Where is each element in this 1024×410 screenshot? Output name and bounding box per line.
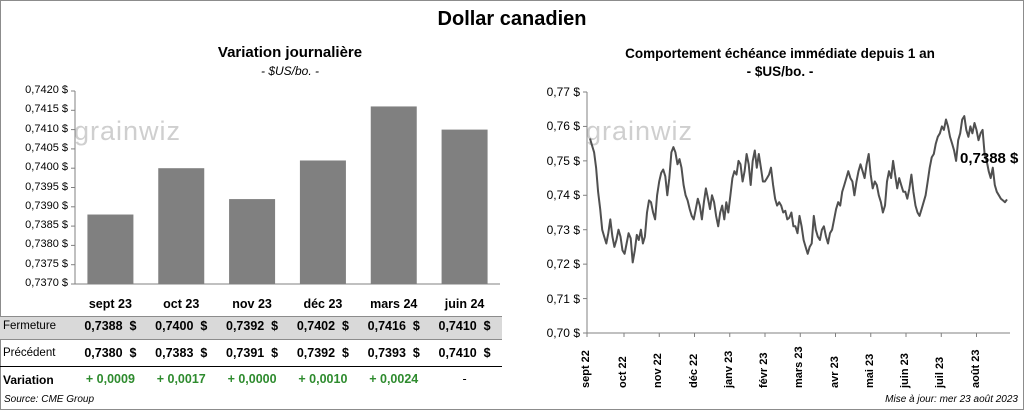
source-note: Source: CME Group	[4, 394, 95, 405]
x-category-label: juin 24	[444, 297, 485, 311]
table-row-label: Précédent	[3, 347, 56, 359]
bar	[299, 160, 346, 284]
table-cell: 0,7388 $	[84, 319, 137, 333]
right-x-tick-label: nov 22	[652, 353, 665, 388]
right-chart-title: Comportement échéance immédiate depuis 1…	[625, 46, 935, 61]
main-title: Dollar canadien	[437, 8, 587, 30]
left-y-tick-label: 0,7420 $	[25, 84, 68, 96]
table-cell: 0,7392 $	[226, 319, 279, 333]
right-y-tick-label: 0,76 $	[546, 119, 580, 134]
table-cell: -	[462, 372, 467, 386]
x-category-label: mars 24	[370, 297, 418, 311]
right-chart-unit: - $US/bo. -	[746, 64, 814, 79]
left-y-tick-label: 0,7405 $	[25, 141, 68, 154]
right-y-tick-label: 0,77 $	[546, 85, 580, 99]
right-watermark: grainwiz	[586, 116, 694, 146]
x-category-label: déc 23	[303, 297, 343, 311]
last-value-label: 0,7388 $	[960, 150, 1019, 167]
right-x-tick-label: avr 23	[828, 356, 841, 388]
x-category-label: sept 23	[88, 297, 132, 311]
left-chart-title: Variation journalière	[217, 44, 363, 61]
table-cell: 0,7393 $	[367, 346, 420, 360]
table-cell: + 0,0010	[298, 372, 348, 386]
right-x-tick-label: oct 22	[617, 356, 629, 388]
bar	[158, 168, 205, 284]
left-y-tick-label: 0,7375 $	[25, 257, 68, 270]
left-y-tick-label: 0,7370 $	[25, 277, 68, 289]
right-y-tick-label: 0,70 $	[546, 326, 580, 340]
table-cell: + 0,0000	[227, 372, 277, 386]
update-note: Mise à jour: mer 23 août 2023	[885, 394, 1018, 405]
right-x-tick-label: janv 23	[722, 350, 735, 388]
price-line	[589, 115, 1008, 264]
bar	[441, 129, 488, 284]
right-y-tick-label: 0,74 $	[546, 188, 580, 203]
table-cell: + 0,0009	[85, 372, 135, 386]
right-y-tick-label: 0,75 $	[546, 153, 580, 168]
closing-row-bg	[0, 316, 502, 340]
right-y-tick-label: 0,73 $	[546, 222, 580, 237]
table-separator	[0, 366, 502, 367]
bar	[229, 199, 276, 284]
left-y-tick-label: 0,7400 $	[25, 161, 68, 174]
left-y-tick-label: 0,7390 $	[25, 199, 68, 212]
table-cell: 0,7416 $	[367, 319, 420, 333]
left-y-tick-label: 0,7410 $	[25, 122, 68, 135]
table-cell: 0,7391 $	[226, 346, 279, 360]
right-x-tick-label: févr 23	[758, 352, 770, 388]
left-y-tick-label: 0,7380 $	[25, 238, 68, 251]
x-category-label: oct 23	[163, 297, 200, 311]
table-cell: 0,7392 $	[296, 346, 349, 360]
right-y-tick-label: 0,71 $	[546, 291, 580, 306]
table-cell: 0,7402 $	[296, 319, 349, 333]
x-category-label: nov 23	[232, 297, 272, 311]
bar	[370, 106, 417, 284]
right-x-tick-label: juil 23	[934, 356, 947, 388]
left-y-tick-label: 0,7385 $	[25, 219, 68, 232]
bar	[87, 214, 134, 284]
right-x-tick-label: déc 22	[687, 353, 700, 388]
table-row-label: Fermeture	[3, 320, 57, 332]
left-watermark: grainwiz	[74, 116, 182, 146]
left-y-tick-label: 0,7395 $	[25, 180, 68, 193]
table-cell: 0,7383 $	[155, 346, 208, 360]
table-row-label: Variation	[3, 373, 54, 387]
right-y-tick-label: 0,72 $	[546, 257, 580, 272]
table-cell: + 0,0024	[369, 372, 419, 386]
table-cell: 0,7380 $	[84, 346, 137, 360]
right-x-tick-label: mars 23	[793, 346, 806, 388]
right-x-tick-label: mai 23	[863, 353, 876, 388]
table-cell: + 0,0017	[156, 372, 206, 386]
left-chart-unit: - $US/bo. -	[260, 64, 320, 78]
right-x-tick-label: sept 22	[580, 350, 592, 388]
table-cell: 0,7410 $	[438, 346, 491, 360]
right-x-tick-label: juin 23	[899, 353, 911, 388]
left-y-tick-label: 0,7415 $	[25, 103, 68, 116]
table-cell: 0,7410 $	[438, 319, 491, 333]
table-cell: 0,7400 $	[155, 319, 208, 333]
right-x-tick-label: août 23	[969, 349, 982, 388]
